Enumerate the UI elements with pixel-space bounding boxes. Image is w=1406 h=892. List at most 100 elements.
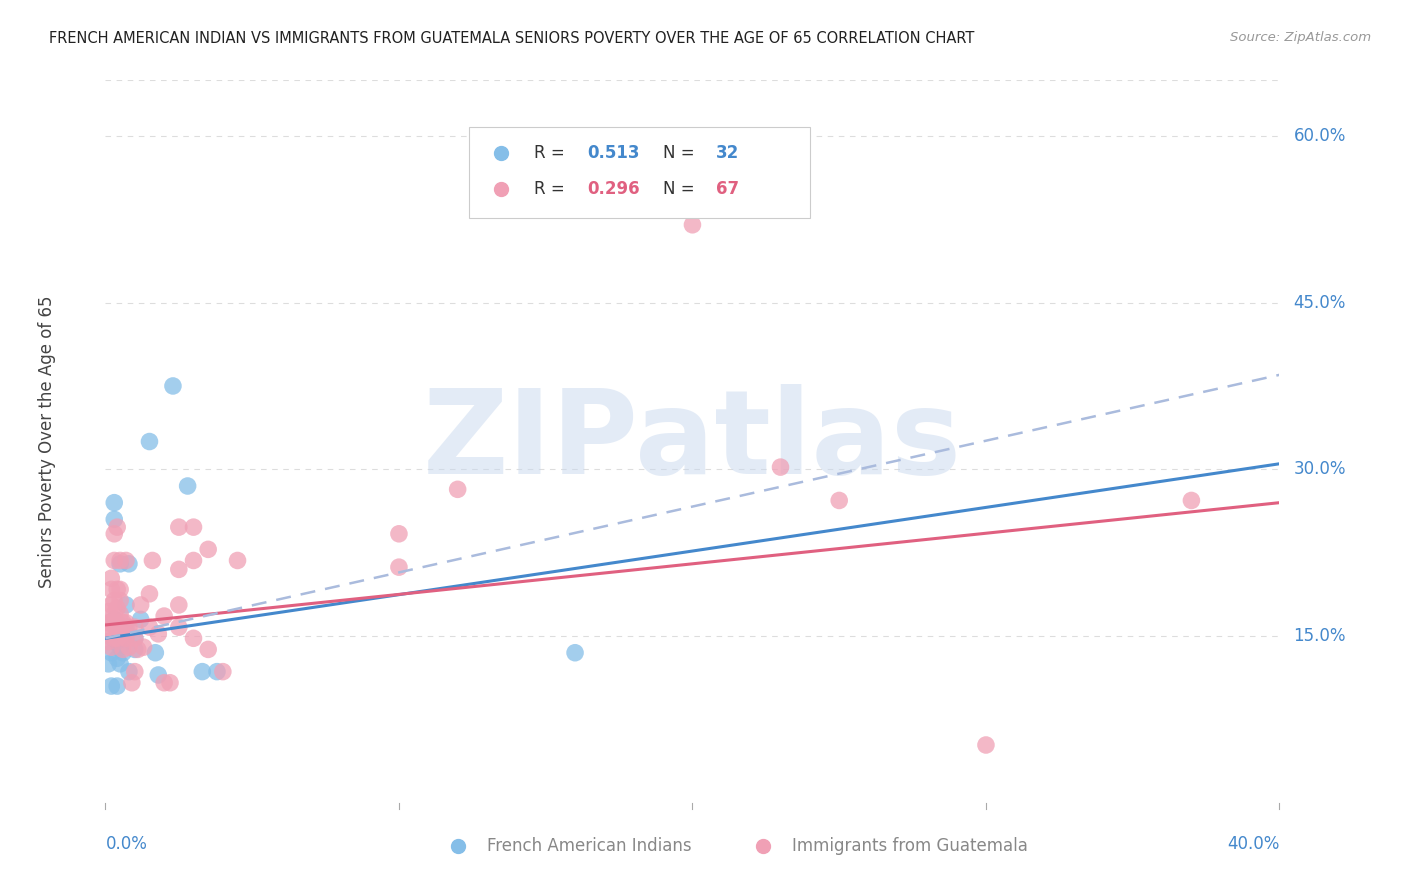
Point: [197, 542, 219, 557]
Point: [211, 665, 233, 679]
Point: [176, 479, 198, 493]
Point: [129, 598, 152, 612]
Point: [138, 620, 160, 634]
Point: [974, 738, 997, 752]
Point: [103, 618, 125, 632]
Point: [100, 615, 122, 630]
Point: [153, 675, 176, 690]
Point: [129, 612, 152, 626]
Point: [103, 512, 125, 526]
Text: 60.0%: 60.0%: [1294, 127, 1346, 145]
Point: [153, 609, 176, 624]
Point: [100, 582, 122, 597]
Point: [447, 483, 470, 497]
Point: [167, 562, 190, 576]
Point: [103, 496, 125, 510]
Point: [105, 679, 128, 693]
Point: [108, 553, 131, 567]
Point: [112, 627, 135, 641]
Point: [769, 460, 792, 475]
Text: 30.0%: 30.0%: [1294, 460, 1346, 478]
Point: [103, 632, 125, 646]
Point: [124, 620, 146, 634]
Text: 40.0%: 40.0%: [1227, 835, 1279, 854]
Point: [148, 668, 170, 682]
Point: [105, 520, 128, 534]
Point: [1180, 493, 1202, 508]
Point: [108, 640, 131, 655]
Point: [112, 646, 135, 660]
Point: [564, 646, 586, 660]
Point: [105, 651, 128, 665]
Point: [105, 601, 128, 615]
Point: [108, 557, 131, 571]
FancyBboxPatch shape: [470, 128, 810, 218]
Point: [162, 379, 184, 393]
Point: [828, 493, 851, 508]
Point: [388, 526, 411, 541]
Text: FRENCH AMERICAN INDIAN VS IMMIGRANTS FROM GUATEMALA SENIORS POVERTY OVER THE AGE: FRENCH AMERICAN INDIAN VS IMMIGRANTS FRO…: [49, 31, 974, 46]
Point: [118, 557, 141, 571]
Point: [108, 624, 131, 638]
Point: [138, 587, 160, 601]
Point: [124, 632, 146, 646]
Point: [388, 560, 411, 574]
Point: [138, 434, 160, 449]
Point: [112, 632, 135, 646]
Point: [115, 553, 138, 567]
Point: [105, 632, 128, 646]
Point: [191, 665, 214, 679]
Point: [108, 607, 131, 621]
Point: [100, 627, 122, 641]
Point: [100, 646, 122, 660]
Text: N =: N =: [664, 179, 700, 198]
Point: [105, 582, 128, 597]
Text: 32: 32: [716, 144, 740, 161]
Point: [132, 640, 155, 655]
Point: [108, 593, 131, 607]
Point: [115, 615, 138, 630]
Text: 0.296: 0.296: [586, 179, 640, 198]
Point: [97, 605, 120, 619]
Point: [167, 620, 190, 634]
Point: [148, 627, 170, 641]
Point: [100, 598, 122, 612]
Point: [103, 612, 125, 626]
Text: 45.0%: 45.0%: [1294, 293, 1346, 311]
Point: [124, 632, 146, 646]
Point: [105, 624, 128, 638]
Point: [167, 520, 190, 534]
Point: [105, 615, 128, 630]
Point: [97, 657, 120, 671]
Point: [183, 520, 205, 534]
Point: [100, 571, 122, 585]
Point: [127, 642, 149, 657]
Point: [115, 632, 138, 646]
Point: [197, 642, 219, 657]
Point: [108, 627, 131, 641]
Text: ZIPatlas: ZIPatlas: [423, 384, 962, 499]
Point: [100, 679, 122, 693]
Point: [103, 553, 125, 567]
Point: [112, 615, 135, 630]
Text: 0.0%: 0.0%: [105, 835, 148, 854]
Point: [100, 640, 122, 655]
Point: [108, 582, 131, 597]
Point: [115, 620, 138, 634]
Point: [682, 218, 704, 232]
Point: [183, 553, 205, 567]
Point: [108, 657, 131, 671]
Text: Source: ZipAtlas.com: Source: ZipAtlas.com: [1230, 31, 1371, 45]
Point: [121, 675, 143, 690]
Point: [112, 642, 135, 657]
Point: [167, 598, 190, 612]
Point: [143, 646, 166, 660]
Point: [159, 675, 181, 690]
Text: N =: N =: [664, 144, 700, 161]
Point: [103, 593, 125, 607]
Text: 0.513: 0.513: [586, 144, 640, 161]
Point: [226, 553, 249, 567]
Point: [141, 553, 163, 567]
Text: Seniors Poverty Over the Age of 65: Seniors Poverty Over the Age of 65: [38, 295, 56, 588]
Point: [118, 640, 141, 655]
